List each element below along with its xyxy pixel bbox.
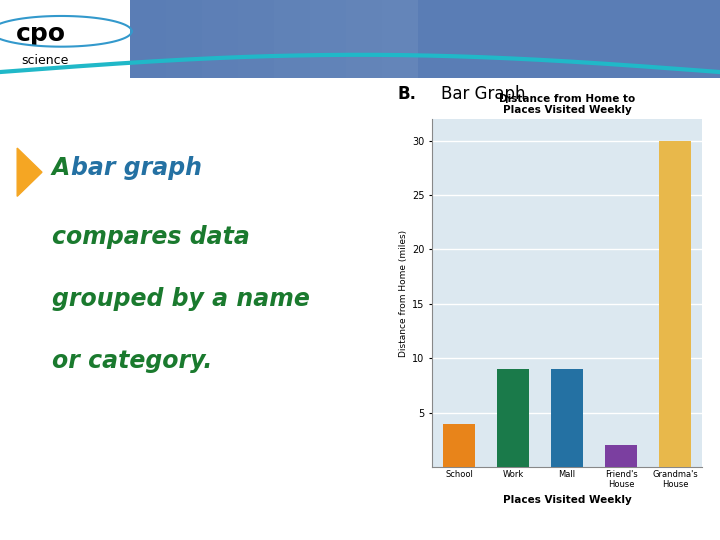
Bar — [238, 0, 274, 78]
Bar — [382, 0, 418, 78]
Bar — [130, 0, 166, 78]
X-axis label: Places Visited Weekly: Places Visited Weekly — [503, 495, 631, 505]
Bar — [660, 140, 690, 467]
Text: B.: B. — [397, 85, 416, 103]
Text: grouped by a name: grouped by a name — [52, 287, 310, 311]
Text: Bar Graph: Bar Graph — [441, 85, 526, 103]
Text: science: science — [22, 53, 69, 66]
Y-axis label: Distance from Home (miles): Distance from Home (miles) — [399, 230, 408, 356]
Bar — [444, 423, 474, 467]
Bar — [346, 0, 382, 78]
Bar — [202, 0, 238, 78]
Bar — [274, 0, 310, 78]
Text: cpo: cpo — [16, 22, 66, 46]
Bar — [498, 369, 528, 467]
Bar — [606, 446, 636, 467]
Text: or category.: or category. — [52, 349, 212, 373]
Text: bar graph: bar graph — [71, 156, 202, 180]
Bar — [166, 0, 202, 78]
Bar — [552, 369, 582, 467]
Title: Distance from Home to
Places Visited Weekly: Distance from Home to Places Visited Wee… — [499, 93, 635, 115]
Polygon shape — [17, 148, 42, 197]
Text: compares data: compares data — [52, 225, 249, 248]
Bar — [310, 0, 346, 78]
Text: A: A — [52, 156, 78, 180]
